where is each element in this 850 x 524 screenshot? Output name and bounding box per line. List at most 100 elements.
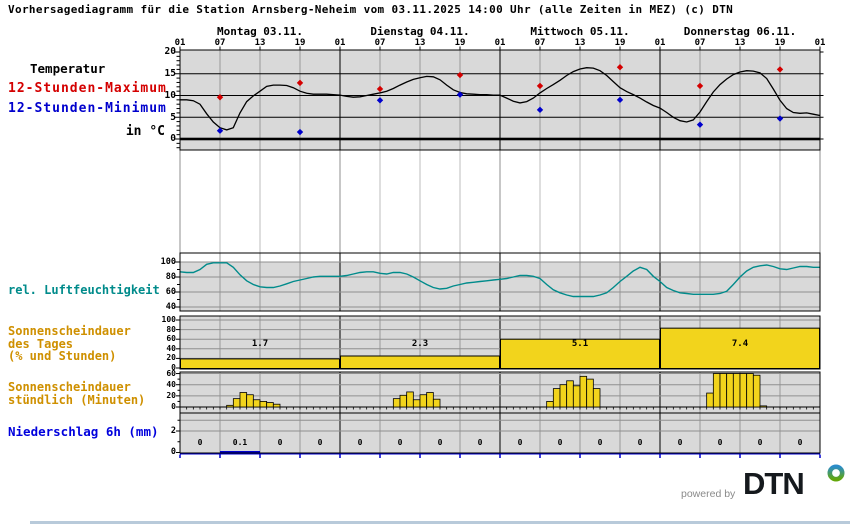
y-tick-label: 20 (166, 390, 176, 400)
dtn-logo-circle-icon (827, 464, 845, 482)
sunshine-daily-bar (340, 355, 500, 369)
sunshine-hourly-bar (586, 378, 594, 408)
min-marker (376, 97, 384, 104)
precip-value-label: 0 (677, 438, 683, 447)
temp-zero-line (180, 137, 820, 141)
sunshine-hourly-bar (399, 394, 408, 408)
precipitation-label: Niederschlag 6h (mm) (8, 424, 159, 439)
y-tick-label: 60 (166, 334, 176, 344)
sunshine-hourly-bar (252, 399, 261, 408)
bottom-scroll-strip (30, 521, 850, 524)
precipitation-panel-border (179, 412, 821, 454)
y-tick-label: 2 (170, 425, 176, 436)
day-label: Dienstag 04.11. (370, 25, 470, 38)
hour-tick-label: 19 (454, 38, 466, 48)
sunshine-daily-bar (500, 338, 660, 370)
hour-tick-label: 01 (494, 38, 506, 48)
max-marker (536, 82, 544, 90)
precip-value-label: 0 (437, 438, 443, 447)
sunshine-hourly-bar (266, 402, 274, 408)
sunshine-hourly-bar (719, 373, 728, 408)
precip-value-label: 0 (477, 438, 483, 447)
sunshine-daily-value-label: 7.4 (731, 339, 749, 349)
sunshine-hourly-bar (419, 394, 428, 408)
sunshine-hourly-bar (406, 391, 414, 408)
sunshine-daily-label: Sonnenscheindauer des Tages (% und Stund… (8, 325, 131, 363)
hour-tick-label: 19 (294, 38, 306, 48)
precip-value-label: 0 (637, 438, 643, 447)
y-tick-label: 0 (171, 402, 176, 411)
sunshine-daily-value-label: 2.3 (411, 339, 429, 349)
sunshine-hourly-bar (392, 398, 401, 408)
y-tick-label: 10 (164, 89, 176, 101)
sunshine-hourly-bar (272, 403, 281, 408)
sunshine-hourly-bar (546, 401, 554, 408)
day-label: Donnerstag 06.11. (683, 25, 797, 38)
precip-value-label: 0 (197, 438, 203, 447)
sunshine-hourly-bar (712, 373, 721, 408)
hour-tick-label: 13 (414, 38, 426, 48)
sunshine-hourly-bar (572, 385, 581, 408)
hour-tick-label: 19 (774, 38, 786, 48)
hour-tick-label: 01 (334, 38, 346, 48)
y-tick-label: 15 (164, 68, 176, 79)
min-marker (776, 115, 784, 122)
sunshine-hourly-bar (746, 373, 754, 408)
sunshine-daily-panel-border (179, 315, 821, 370)
humidity-curve (179, 262, 820, 298)
hour-tick-label: 07 (214, 38, 226, 48)
sunshine-hourly-bar (426, 392, 434, 408)
y-tick-label: 0 (171, 363, 176, 372)
humidity-label: rel. Luftfeuchtigkeit (8, 283, 160, 297)
sunshine-daily-bar (180, 358, 340, 370)
min-marker (696, 121, 704, 128)
hour-tick-label: 13 (254, 38, 266, 48)
min-marker (216, 127, 224, 134)
y-tick-label: 80 (166, 324, 176, 334)
y-tick-label: 40 (166, 343, 176, 353)
y-tick-label: 60 (165, 286, 176, 297)
y-tick-label: 20 (164, 46, 176, 58)
y-tick-label: 0 (170, 447, 176, 458)
sunshine-hourly-bar (432, 398, 441, 408)
precip-bar (220, 451, 260, 453)
precip-value-label: 0 (357, 438, 363, 447)
sunshine-hourly-bar (246, 394, 254, 408)
max-marker (696, 82, 704, 90)
day-label: Mittwoch 05.11. (530, 25, 630, 38)
sunshine-hourly-bar (559, 384, 568, 408)
temperature-curve (180, 67, 821, 131)
hour-tick-label: 19 (614, 38, 626, 48)
precip-value-label: 0 (557, 438, 563, 447)
hour-tick-label: 13 (734, 38, 746, 48)
sunshine-hourly-bar (726, 373, 734, 408)
legend-12h-maximum-label: 12-Stunden-Maximum (8, 81, 167, 96)
sunshine-hourly-label-line2: stündlich (Minuten) (8, 392, 146, 407)
precip-value-label: 0.1 (232, 438, 248, 447)
humidity-panel-border (179, 252, 821, 312)
y-tick-label: 40 (165, 301, 176, 312)
precip-value-label: 0 (717, 438, 723, 447)
page-title: Vorhersagediagramm für die Station Arnsb… (8, 3, 734, 16)
sunshine-hourly-bar (412, 399, 421, 408)
temperature-unit-label: in °C (125, 124, 165, 139)
sunshine-hourly-label: Sonnenscheindauer stündlich (Minuten) (8, 381, 145, 406)
sunshine-hourly-bar (566, 380, 574, 408)
legend-12h-minimum-label: 12-Stunden-Minimum (8, 101, 167, 116)
y-tick-label: 0 (170, 133, 176, 145)
y-tick-label: 80 (165, 271, 176, 282)
hour-tick-label: 07 (534, 38, 546, 48)
sunshine-hourly-bar (259, 401, 268, 408)
sunshine-daily-label-line2: des Tages (8, 336, 74, 351)
day-label: Montag 03.11. (216, 25, 304, 38)
sunshine-hourly-bar (579, 375, 588, 408)
sunshine-daily-value-label: 1.7 (251, 339, 269, 349)
sunshine-hourly-bar (239, 392, 248, 408)
sunshine-daily-label-line1: Sonnenscheindauer (8, 324, 131, 338)
precip-value-label: 0 (517, 438, 523, 447)
sunshine-hourly-bar (232, 398, 241, 408)
hour-tick-label: 07 (694, 38, 706, 48)
min-marker (616, 96, 624, 104)
sunshine-hourly-bar (552, 388, 561, 408)
